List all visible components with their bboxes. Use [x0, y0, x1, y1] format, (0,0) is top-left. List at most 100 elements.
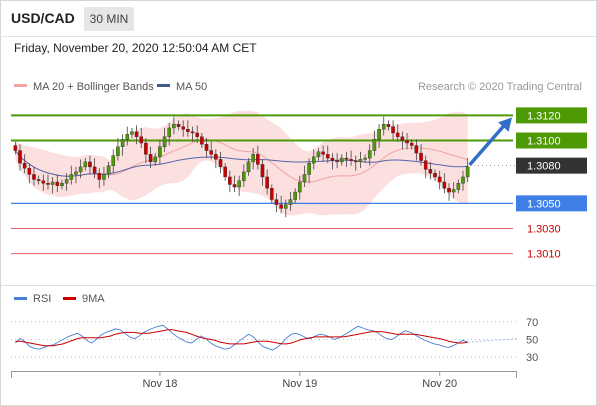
candle-body: [111, 155, 116, 166]
rsi-panel: 70 50 30: [11, 317, 538, 364]
candle-body: [36, 179, 41, 181]
candle-body: [200, 136, 204, 145]
candle-body: [321, 151, 325, 155]
candle-body: [395, 132, 400, 137]
candle-body: [158, 146, 162, 158]
candle-body: [130, 131, 134, 135]
candles: [13, 116, 470, 218]
ma9-legend-label: 9MA: [82, 293, 105, 305]
chart-timestamp: Friday, November 20, 2020 12:50:04 AM CE…: [14, 41, 257, 55]
candle-body: [74, 171, 78, 175]
candle-body: [153, 156, 158, 163]
bollinger-band-area: [15, 110, 468, 216]
candle-body: [442, 181, 447, 189]
price-levels: 1.3120 1.3100 1.3080 1.3050 1.3030 1.3010: [11, 107, 587, 261]
candle-body: [414, 145, 419, 154]
instrument-symbol: USD/CAD: [11, 10, 75, 26]
candle-body: [358, 159, 363, 163]
candle-body: [190, 131, 195, 134]
candle-body: [186, 128, 190, 132]
rsi-ma9-line: [15, 329, 468, 347]
candle-body: [181, 126, 186, 130]
candle-body: [260, 164, 265, 178]
candle-body: [78, 166, 83, 173]
candle-body: [22, 162, 27, 169]
candle-body: [106, 165, 111, 175]
candle-body: [307, 162, 311, 175]
candle-body: [377, 128, 381, 140]
candle-body: [400, 136, 405, 141]
bollinger-bands: [15, 110, 468, 216]
ma50-legend-label: MA 50: [176, 81, 207, 93]
candle-body: [274, 199, 279, 205]
candle-body: [162, 136, 167, 147]
level-badge-1.3100: [516, 132, 587, 149]
level-badge-1.3050: [516, 195, 587, 212]
candle-body: [409, 142, 414, 146]
ma9-legend-swatch: [63, 297, 76, 300]
level-label-1.3080: 1.3080: [527, 161, 561, 173]
forecast-arrow-head: [498, 117, 512, 132]
candle-body: [330, 157, 335, 161]
candle-body: [251, 154, 255, 163]
candle-body: [335, 160, 339, 163]
forecast-arrow: [468, 117, 512, 167]
candle-body: [353, 160, 358, 163]
x-tick-label: Nov 18: [142, 378, 177, 390]
candle-body: [381, 123, 386, 130]
header-divider: [0, 36, 597, 37]
candle-body: [461, 176, 465, 184]
candle-body: [69, 174, 74, 180]
candle-body: [265, 176, 269, 189]
candle-body: [172, 123, 176, 129]
rsi-legend-swatch: [14, 297, 27, 300]
candle-body: [97, 172, 102, 180]
candle-body: [148, 154, 153, 163]
candle-body: [428, 169, 433, 174]
candle-body: [242, 171, 246, 181]
rsi-projection: [467, 338, 518, 343]
candle-body: [456, 183, 461, 190]
candle-body: [60, 183, 64, 186]
candle-body: [349, 159, 353, 161]
candle-body: [232, 184, 237, 188]
candle-body: [372, 139, 377, 151]
timeframe-button[interactable]: 30 MIN: [84, 7, 134, 31]
candle-body: [367, 150, 372, 159]
candle-body: [120, 139, 125, 147]
candle-body: [167, 127, 172, 137]
candle-body: [144, 142, 148, 155]
candle-body: [41, 180, 46, 184]
candle-body: [92, 166, 97, 174]
moving-averages: [14, 139, 468, 183]
candle-body: [13, 145, 18, 151]
ma50-legend-swatch: [157, 84, 170, 87]
candle-body: [391, 126, 395, 134]
candle-body: [302, 174, 307, 183]
candle-body: [386, 123, 391, 127]
candle-body: [204, 144, 209, 151]
candle-body: [419, 152, 423, 161]
level-badge-1.3080: [516, 157, 587, 174]
candle-body: [311, 156, 316, 164]
candle-body: [451, 189, 456, 193]
candle-body: [465, 166, 470, 178]
chart-header: USD/CAD 30 MIN: [0, 0, 597, 37]
candle-body: [218, 159, 223, 168]
candle-body: [102, 174, 106, 180]
candle-body: [237, 180, 241, 188]
candle-body: [297, 181, 302, 193]
candle-body: [176, 123, 181, 127]
candle-body: [325, 154, 330, 159]
candle-body: [437, 176, 442, 183]
ma20-legend-label: MA 20 + Bollinger Bands: [33, 81, 154, 93]
candle-body: [125, 134, 130, 140]
forecast-arrow-shaft: [468, 122, 508, 167]
research-credit: Research © 2020 Trading Central: [418, 81, 582, 93]
candle-body: [46, 183, 50, 185]
candle-body: [55, 181, 60, 186]
candle-body: [339, 157, 344, 163]
level-label-1.3120: 1.3120: [527, 110, 561, 122]
candle-body: [139, 136, 144, 144]
